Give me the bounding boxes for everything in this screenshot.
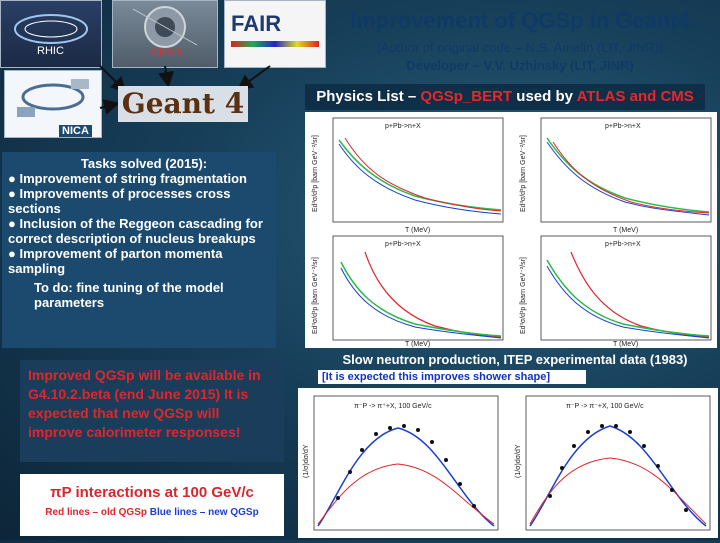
plot-reaction: π⁻P -> π⁺+X, 100 GeV/c: [354, 403, 432, 410]
y-axis-label: Ed³σ/d³p [barn GeV⁻²/sr]: [520, 257, 527, 334]
physics-list-middle: used by: [512, 88, 577, 105]
neutron-plot-2: p+Pb->n+X: [540, 117, 712, 223]
rhic-logo: RHIC: [0, 0, 102, 68]
rhic-label: RHIC: [37, 45, 64, 57]
physics-list-banner: Physics List – QGSp_BERT used by ATLAS a…: [305, 84, 705, 110]
physics-list-prefix: Physics List –: [316, 88, 421, 105]
expected-note: [It is expected this improves shower sha…: [318, 370, 586, 384]
logo-arrows: [99, 65, 271, 115]
todo-text: To do: fine tuning of the model paramete…: [34, 280, 224, 310]
improved-qgsp-note: Improved QGSp will be available in G4.10…: [20, 360, 284, 462]
page-title: Improvement of QGSp in Geant4: [350, 8, 690, 33]
slow-neutron-caption: Slow neutron production, ITEP experiment…: [342, 352, 688, 367]
plot-reaction: p+Pb->n+X: [605, 241, 641, 248]
y-axis-label: (1/σ)dσ/dY: [515, 444, 522, 478]
geant4-logo: Geant 4: [118, 86, 248, 122]
task-item: ● Inclusion of the Reggeon cascading for…: [8, 216, 263, 246]
nica-label: NICA: [59, 125, 92, 137]
neutron-plots-panel: p+Pb->n+X p+Pb->n+X p+Pb->n+X p+Pb->n+X: [305, 112, 717, 348]
x-axis-label: T (MeV): [613, 341, 638, 348]
developer-credit: Developer – V.V. Uzhinsky (LIT, JINR): [406, 58, 634, 73]
nica-ring-icon: [17, 79, 89, 117]
task-item: ● Improvement of parton momenta sampling: [8, 246, 223, 276]
pion-plot-2: π⁻P -> π⁻+X, 100 GeV/c (1/σ)dσ/dY: [515, 395, 711, 531]
line-legend: Red lines – old QGSp Blue lines – new QG…: [20, 507, 284, 518]
legend-red: Red lines – old QGSp: [45, 507, 147, 518]
neutron-plots: p+Pb->n+X p+Pb->n+X p+Pb->n+X p+Pb->n+X: [312, 117, 712, 348]
y-axis-label: (1/σ)dσ/dY: [303, 444, 310, 478]
plot-reaction: p+Pb->n+X: [385, 123, 421, 130]
legend-blue: Blue lines – new QGSp: [149, 507, 259, 518]
rhic-ring-icon: [14, 14, 88, 44]
flags-strip: [231, 41, 319, 47]
x-axis-label: T (MeV): [405, 341, 430, 348]
pion-title: πP interactions at 100 GeV/c: [50, 484, 254, 501]
pion-plots: π⁻P -> π⁺+X, 100 GeV/c (1/σ)dσ/dY π⁻P ->…: [303, 395, 711, 531]
y-axis-label: Ed³σ/d³p [barn GeV⁻²/sr]: [312, 257, 319, 334]
task-item: ● Improvements of processes cross sectio…: [8, 186, 231, 216]
pion-plots-panel: π⁻P -> π⁺+X, 100 GeV/c (1/σ)dσ/dY π⁻P ->…: [298, 388, 718, 538]
tasks-panel: Tasks solved (2015): ● Improvement of st…: [2, 152, 276, 348]
tasks-heading: Tasks solved (2015):: [80, 156, 208, 171]
task-item: ● Improvement of string fragmentation: [8, 171, 247, 186]
cern-label: CERN: [151, 47, 183, 59]
pion-plot-1: π⁻P -> π⁺+X, 100 GeV/c (1/σ)dσ/dY: [303, 395, 499, 531]
y-axis-label: Ed³σ/d³p [barn GeV⁻²/sr]: [312, 135, 319, 212]
fair-label: FAIR: [231, 11, 282, 36]
x-axis-label: T (MeV): [405, 227, 430, 234]
plot-reaction: π⁻P -> π⁻+X, 100 GeV/c: [566, 403, 644, 410]
physics-list-model: QGSp_BERT: [420, 88, 513, 105]
plot-reaction: p+Pb->n+X: [605, 123, 641, 130]
author-credit: [Author of original code – N.S. Amelin (…: [377, 40, 663, 55]
neutron-plot-4: p+Pb->n+X: [540, 235, 712, 341]
neutron-plot-3: p+Pb->n+X: [332, 235, 504, 341]
pion-legend-panel: πP interactions at 100 GeV/c Red lines –…: [20, 474, 284, 536]
x-axis-label: T (MeV): [613, 227, 638, 234]
nica-logo: NICA: [4, 70, 102, 138]
physics-list-experiments: ATLAS and CMS: [576, 88, 694, 105]
cern-detector-icon: [132, 6, 198, 48]
fair-logo: FAIR: [224, 0, 326, 68]
neutron-plot-1: p+Pb->n+X: [332, 117, 504, 223]
plot-reaction: p+Pb->n+X: [385, 241, 421, 248]
y-axis-label: Ed³σ/d³p [barn GeV⁻²/sr]: [520, 135, 527, 212]
